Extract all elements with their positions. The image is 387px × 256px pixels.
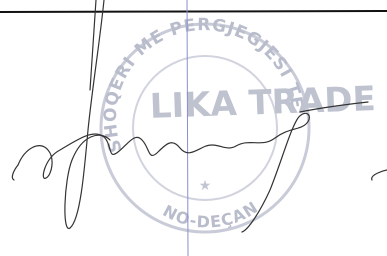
document-scan: SHOQERI ME PERGJEGJESI TE KUFIZUAR LIKA …	[0, 0, 387, 256]
stamp-star: ★	[199, 178, 212, 194]
stamp-center-text: LIKA TRADE	[149, 79, 376, 127]
top-rule	[0, 11, 387, 12]
